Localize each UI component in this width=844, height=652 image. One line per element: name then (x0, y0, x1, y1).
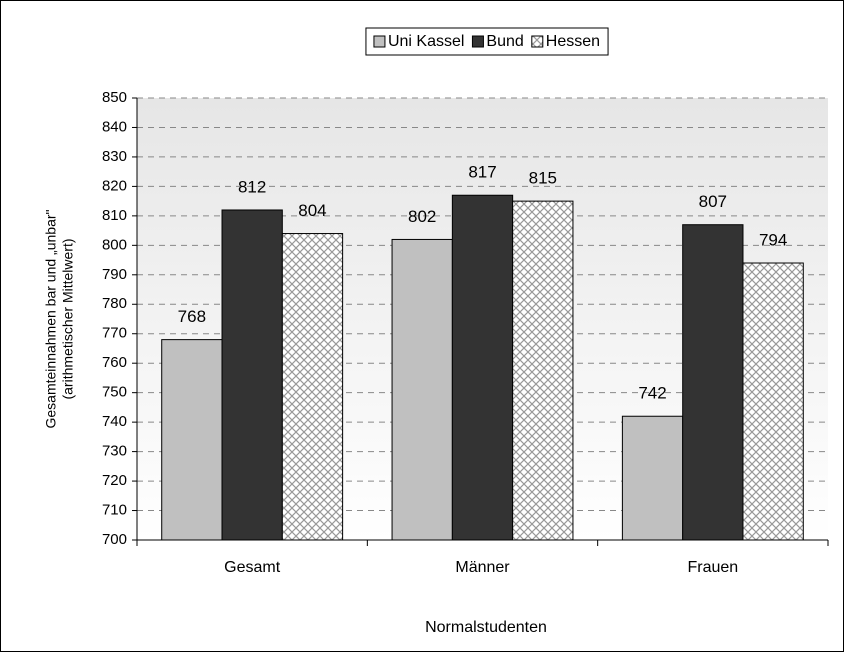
y-tick-label: 750 (102, 384, 127, 401)
bar (221, 209, 283, 541)
y-tick-label: 810 (102, 207, 127, 224)
legend: Uni Kassel Bund Hessen (365, 27, 609, 56)
y-tick-label: 850 (102, 89, 127, 106)
y-tick-label: 730 (102, 443, 127, 460)
legend-swatch (531, 35, 544, 48)
value-label: 815 (529, 169, 557, 188)
y-tick-label: 700 (102, 531, 127, 548)
bar (281, 233, 344, 541)
y-tick-label: 800 (102, 236, 127, 253)
legend-swatch (471, 35, 484, 48)
y-tick-label: 720 (102, 472, 127, 489)
bar (512, 200, 574, 541)
y-tick-label: 830 (102, 148, 127, 165)
value-label: 742 (638, 384, 666, 403)
y-tick-label: 840 (102, 118, 127, 135)
value-label: 804 (298, 201, 326, 220)
value-label: 807 (699, 192, 727, 211)
legend-label: Hessen (546, 33, 600, 50)
y-tick-label: 740 (102, 413, 127, 430)
x-tick-label: Männer (455, 559, 510, 576)
bar (742, 262, 804, 541)
value-label: 802 (408, 207, 436, 226)
x-axis-label: Normalstudenten (425, 619, 547, 636)
value-label: 794 (759, 230, 787, 249)
x-tick-label: Frauen (687, 559, 738, 576)
y-tick-label: 820 (102, 177, 127, 194)
value-label: 768 (178, 307, 206, 326)
y-tick-label: 760 (102, 354, 127, 371)
value-label: 812 (238, 177, 266, 196)
bar (451, 194, 514, 541)
legend-box (365, 27, 609, 56)
y-tick-label: 770 (102, 325, 127, 342)
y-tick-label: 790 (102, 266, 127, 283)
x-tick-label: Gesamt (224, 559, 281, 576)
bar (161, 339, 223, 541)
y-axis-label: Gesamteinnahmen bar und „unbar" (arithme… (43, 209, 76, 428)
legend-label: Bund (486, 33, 523, 50)
bar (682, 224, 744, 541)
bar (391, 238, 453, 541)
y-tick-label: 710 (102, 502, 127, 519)
legend-swatch (373, 35, 386, 48)
value-label: 817 (468, 163, 496, 182)
y-axis-label-line: (arithmetischer Mittelwert) (60, 238, 76, 399)
legend-label: Uni Kassel (388, 33, 464, 50)
bar (621, 415, 684, 541)
y-axis-label-line: Gesamteinnahmen bar und „unbar" (43, 209, 59, 428)
y-tick-label: 780 (102, 295, 127, 312)
